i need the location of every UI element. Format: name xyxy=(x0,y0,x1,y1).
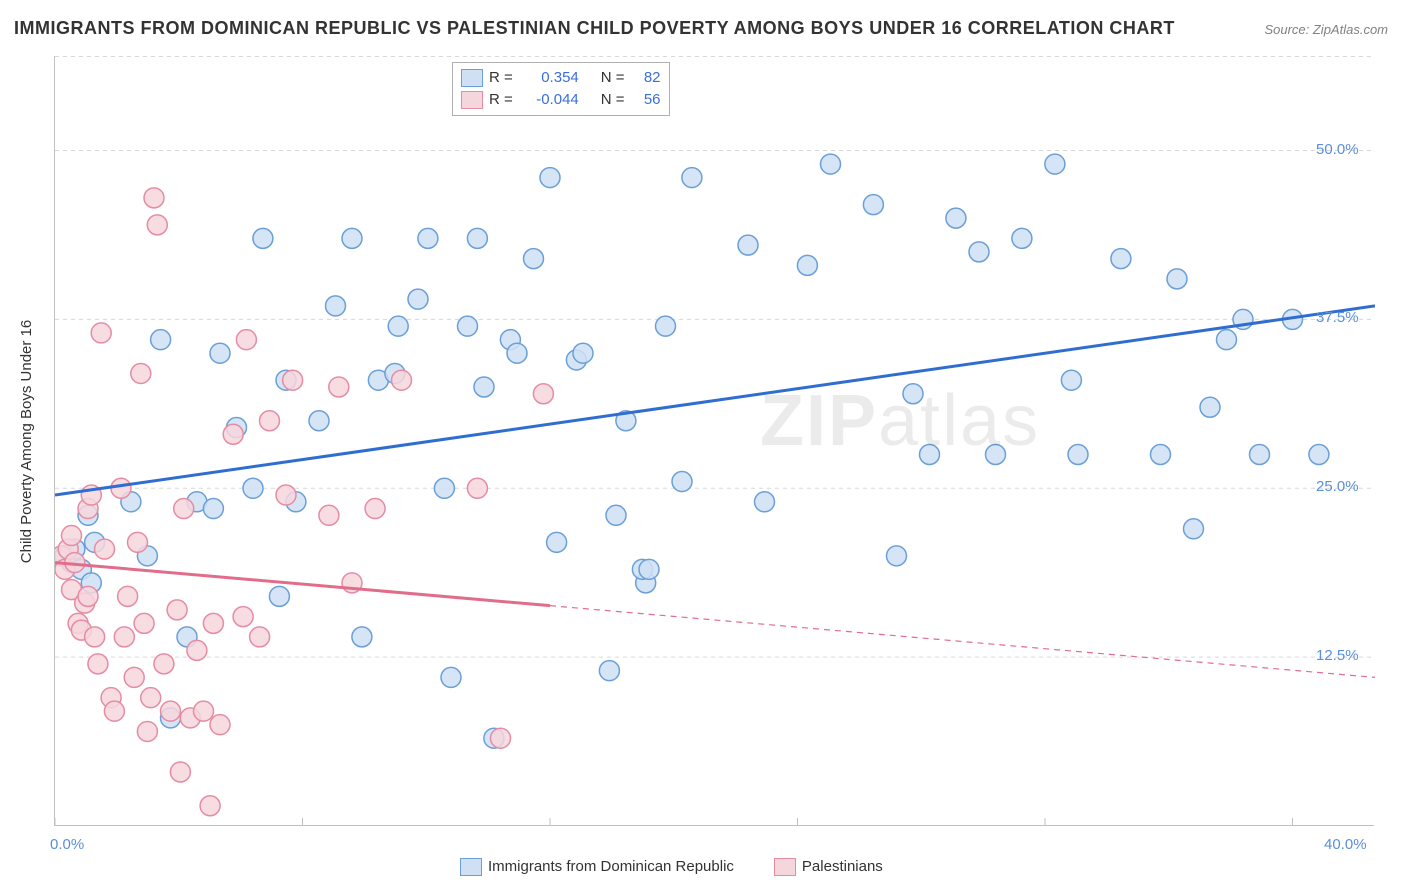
x-tick-label-max: 40.0% xyxy=(1324,836,1367,853)
legend-row-dominican: R = 0.354 N = 82 xyxy=(461,67,661,89)
legend-n-label: N = xyxy=(601,89,625,111)
y-tick-label: 37.5% xyxy=(1316,309,1359,326)
correlation-legend: R = 0.354 N = 82 R = -0.044 N = 56 xyxy=(452,62,670,116)
x-tick-label-min: 0.0% xyxy=(50,836,84,853)
chart-title: IMMIGRANTS FROM DOMINICAN REPUBLIC VS PA… xyxy=(14,18,1175,39)
y-axis-label: Child Poverty Among Boys Under 16 xyxy=(12,56,42,826)
legend-swatch-dominican xyxy=(461,69,483,87)
y-tick-label: 25.0% xyxy=(1316,478,1359,495)
bottom-legend-label-dominican: Immigrants from Dominican Republic xyxy=(488,856,734,878)
legend-n-label: N = xyxy=(601,67,625,89)
bottom-legend-swatch-dominican xyxy=(460,858,482,876)
legend-n-value-dominican: 82 xyxy=(631,67,661,89)
legend-r-value-palestinian: -0.044 xyxy=(519,89,579,111)
y-tick-label: 50.0% xyxy=(1316,141,1359,158)
series-legend: Immigrants from Dominican Republic Pales… xyxy=(460,856,883,878)
bottom-legend-swatch-palestinian xyxy=(774,858,796,876)
scatter-plot xyxy=(54,56,1374,826)
legend-row-palestinian: R = -0.044 N = 56 xyxy=(461,89,661,111)
legend-n-value-palestinian: 56 xyxy=(631,89,661,111)
legend-r-label: R = xyxy=(489,89,513,111)
bottom-legend-item-palestinian: Palestinians xyxy=(774,856,883,878)
source-attribution: Source: ZipAtlas.com xyxy=(1264,22,1388,37)
legend-r-value-dominican: 0.354 xyxy=(519,67,579,89)
bottom-legend-label-palestinian: Palestinians xyxy=(802,856,883,878)
legend-r-label: R = xyxy=(489,67,513,89)
y-tick-label: 12.5% xyxy=(1316,647,1359,664)
legend-swatch-palestinian xyxy=(461,91,483,109)
bottom-legend-item-dominican: Immigrants from Dominican Republic xyxy=(460,856,734,878)
